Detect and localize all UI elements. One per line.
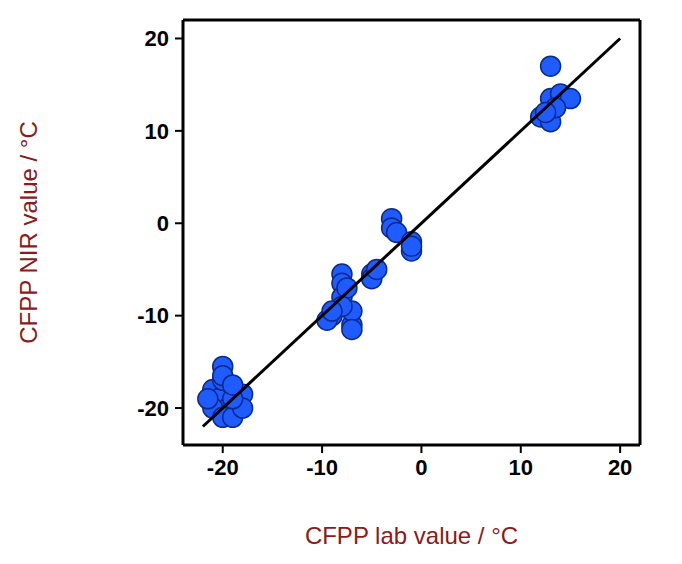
svg-text:10: 10	[509, 455, 533, 480]
svg-text:-20: -20	[137, 396, 169, 421]
svg-text:-10: -10	[137, 303, 169, 328]
svg-text:10: 10	[145, 119, 169, 144]
svg-text:CFPP NIR value / °C: CFPP NIR value / °C	[15, 121, 42, 344]
svg-text:-10: -10	[306, 455, 338, 480]
svg-text:20: 20	[145, 26, 169, 51]
svg-text:CFPP lab value / °C: CFPP lab value / °C	[305, 522, 518, 549]
svg-text:20: 20	[608, 455, 632, 480]
svg-text:0: 0	[415, 455, 427, 480]
svg-text:0: 0	[157, 211, 169, 236]
svg-text:-20: -20	[207, 455, 239, 480]
